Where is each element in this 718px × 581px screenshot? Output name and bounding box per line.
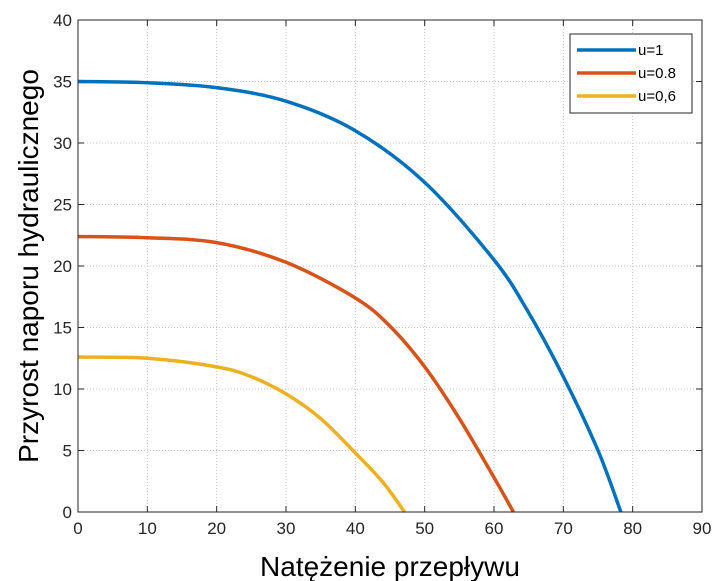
- x-tick-label: 40: [346, 519, 365, 538]
- y-tick-label: 10: [53, 380, 72, 399]
- x-tick-label: 80: [623, 519, 642, 538]
- y-tick-label: 5: [63, 442, 72, 461]
- x-tick-label: 20: [207, 519, 226, 538]
- y-tick-label: 0: [63, 503, 72, 522]
- grid: [77, 19, 703, 513]
- x-tick-label: 90: [693, 519, 712, 538]
- plot-frame: [77, 19, 703, 513]
- y-tick-label: 30: [53, 134, 72, 153]
- y-axis-label: Przyrost naporu hydraulicznego: [13, 69, 44, 463]
- x-tick-label: 30: [277, 519, 296, 538]
- x-tick-label: 10: [138, 519, 157, 538]
- y-tick-label: 40: [53, 11, 72, 30]
- series-line-2: [77, 355, 406, 514]
- x-tick-label: 70: [554, 519, 573, 538]
- y-tick-label: 25: [53, 196, 72, 215]
- x-tick-label: 50: [415, 519, 434, 538]
- legend-label-2: u=0,6: [638, 88, 676, 105]
- y-tick-label: 20: [53, 257, 72, 276]
- y-tick-label: 35: [53, 73, 72, 92]
- series-layer: [77, 79, 623, 514]
- legend-label-1: u=0.8: [638, 65, 676, 82]
- series-line-1: [77, 234, 515, 513]
- x-axis-label: Natężenie przepływu: [260, 551, 520, 581]
- legend: u=1 u=0.8 u=0,6: [569, 33, 693, 114]
- legend-label-0: u=1: [638, 42, 663, 59]
- x-tick-label: 0: [73, 519, 82, 538]
- x-tick-label: 60: [485, 519, 504, 538]
- y-tick-labels: 0 5 10 15 20 25 30 35 40: [53, 11, 72, 522]
- y-tick-label: 15: [53, 319, 72, 338]
- series-line-0: [77, 79, 623, 513]
- x-tick-labels: 0 10 20 30 40 50 60 70 80 90: [73, 519, 711, 538]
